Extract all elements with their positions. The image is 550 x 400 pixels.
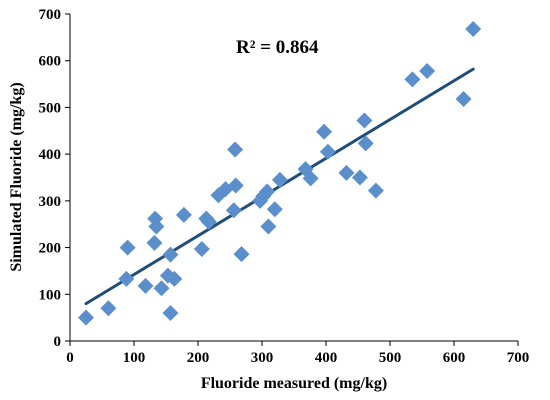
axes	[69, 14, 518, 342]
x-axis-title: Fluoride measured (mg/kg)	[201, 375, 387, 392]
y-tick-label: 0	[54, 334, 62, 350]
data-point	[137, 277, 154, 294]
x-ticks: 0 100 200 300 400 500 600 700	[66, 341, 529, 366]
data-point	[227, 141, 244, 158]
data-point	[266, 201, 283, 218]
y-tick-label: 100	[39, 287, 62, 303]
data-point	[166, 270, 183, 287]
x-tick-label: 500	[379, 350, 402, 366]
y-tick-label: 400	[39, 147, 62, 163]
data-point	[259, 183, 276, 200]
y-ticks: 0 100 200 300 400 500 600 700	[39, 7, 70, 350]
data-point	[338, 164, 355, 181]
r-squared-annotation: R² = 0.864	[236, 37, 319, 58]
y-tick-label: 300	[39, 194, 62, 210]
data-point	[162, 304, 179, 321]
x-tick-label: 200	[187, 350, 210, 366]
data-point	[227, 177, 244, 194]
data-point	[356, 112, 373, 129]
data-point	[455, 91, 472, 108]
data-point	[319, 143, 336, 160]
data-point	[78, 309, 94, 326]
y-tick-label: 600	[39, 54, 62, 70]
data-point	[357, 135, 374, 152]
x-tick-label: 300	[251, 350, 274, 366]
data-point	[271, 171, 288, 188]
data-point	[148, 218, 165, 235]
data-point	[119, 239, 136, 256]
data-point	[302, 170, 319, 187]
data-point	[233, 246, 250, 263]
data-point	[146, 234, 163, 251]
y-tick-label: 200	[39, 241, 62, 257]
x-tick-label: 700	[507, 350, 530, 366]
data-point	[225, 202, 242, 219]
data-point	[465, 20, 482, 37]
data-point	[260, 218, 277, 235]
data-point	[316, 123, 333, 140]
data-point	[419, 62, 436, 79]
x-tick-label: 100	[123, 350, 146, 366]
data-point	[193, 240, 210, 257]
data-point	[162, 246, 179, 263]
x-tick-label: 400	[315, 350, 338, 366]
data-points	[78, 20, 482, 326]
x-tick-label: 0	[66, 350, 74, 366]
data-point	[200, 213, 217, 230]
data-point	[100, 300, 117, 317]
data-point	[153, 280, 170, 297]
data-point	[367, 182, 384, 199]
x-tick-label: 600	[443, 350, 466, 366]
data-point	[175, 206, 192, 223]
data-point	[118, 270, 135, 287]
data-point	[404, 71, 421, 88]
y-tick-label: 700	[39, 7, 62, 23]
y-axis-title: Simulated Fluoride (mg/kg)	[8, 82, 25, 271]
y-tick-label: 500	[39, 100, 62, 116]
data-point	[351, 169, 368, 186]
